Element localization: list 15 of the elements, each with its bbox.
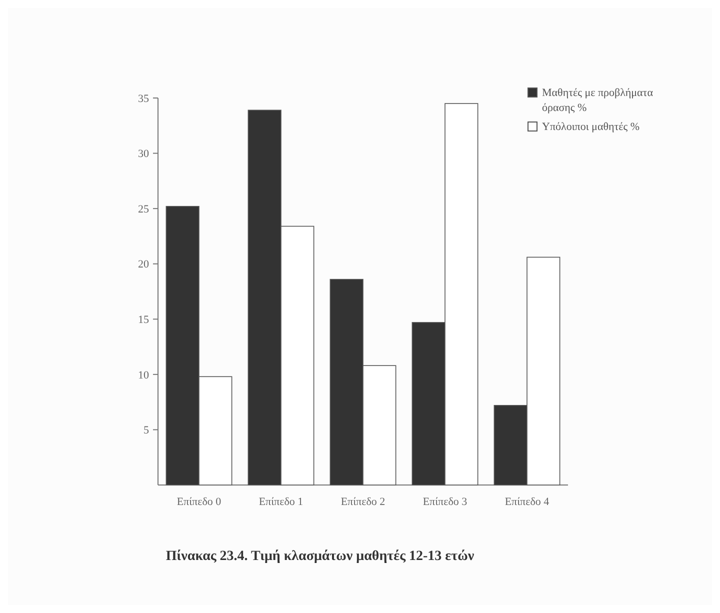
x-tick-label: Επίπεδο 1 (258, 496, 304, 508)
y-tick-label: 20 (138, 258, 150, 271)
y-tick-label: 5 (144, 424, 150, 437)
legend-label: Υπόλοιποι μαθητές % (542, 121, 640, 133)
y-tick-label: 25 (138, 203, 150, 216)
x-tick-label: Επίπεδο 0 (176, 496, 222, 508)
y-tick-label: 15 (138, 314, 150, 326)
legend-label: Μαθητές με προβλήματα όρασης % (542, 87, 654, 114)
x-tick-label: Επίπεδο 3 (422, 496, 468, 508)
y-tick-label: 30 (138, 148, 150, 160)
y-tick-label: 10 (138, 369, 150, 382)
y-tick-label: 35 (138, 92, 150, 105)
x-tick-label: Επίπεδο 4 (504, 496, 550, 508)
text: Πίνακας 23.4. Τιμή κλασμάτων μαθητές 12-13 ετών (166, 549, 475, 564)
x-tick-label: Επίπεδο 2 (340, 496, 386, 508)
